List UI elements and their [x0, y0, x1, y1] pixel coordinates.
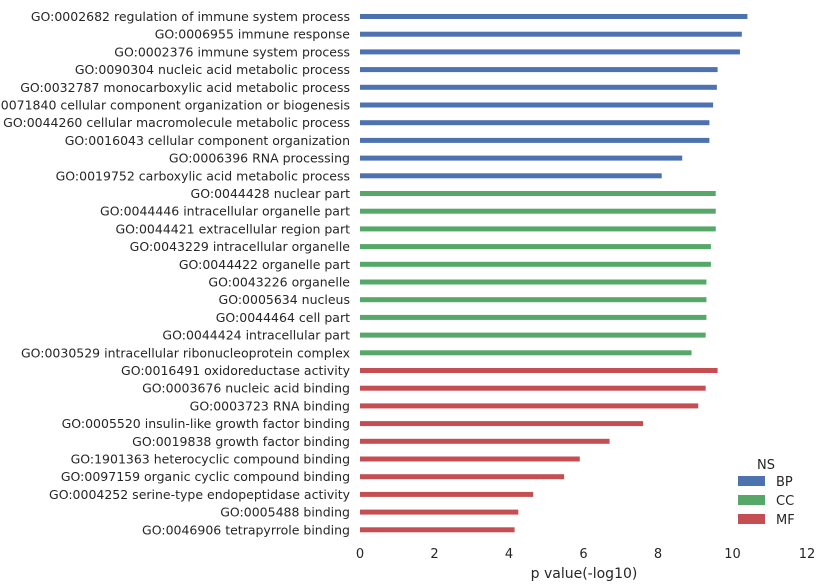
bar-bp [360, 67, 718, 73]
y-tick-label: GO:0005520 insulin-like growth factor bi… [62, 416, 350, 431]
legend-label-mf: MF [776, 513, 795, 528]
legend-swatch-mf [738, 514, 765, 524]
bar-mf [360, 474, 565, 480]
y-tick-label: GO:1901363 heterocyclic compound binding [71, 452, 350, 467]
y-tick-label: GO:0005634 nucleus [219, 292, 350, 307]
y-tick-label: GO:0044422 organelle part [179, 257, 350, 272]
x-tick-label: 4 [505, 547, 513, 562]
y-tick-label: GO:0005488 binding [220, 505, 350, 520]
bar-bp [360, 84, 717, 90]
bar-cc [360, 279, 707, 285]
bar-cc [360, 350, 692, 356]
y-tick-label: GO:0090304 nucleic acid metabolic proces… [75, 62, 350, 77]
bar-mf [360, 438, 610, 444]
y-tick-label: GO:0044464 cell part [216, 310, 350, 325]
y-tick-label: GO:0004252 serine-type endopeptidase act… [49, 487, 351, 502]
y-tick-label: GO:0003723 RNA binding [190, 398, 350, 413]
bar-bp [360, 173, 662, 179]
bar-bp [360, 49, 740, 55]
legend-swatch-cc [738, 495, 765, 505]
bars-group [360, 14, 748, 533]
bar-mf [360, 421, 644, 427]
y-tick-label: GO:0046906 tetrapyrrole binding [142, 522, 350, 537]
legend-label-bp: BP [776, 475, 793, 490]
bar-bp [360, 31, 742, 37]
y-tick-label: GO:0006396 RNA processing [169, 151, 350, 166]
y-tick-label: GO:0016491 oxidoreductase activity [121, 363, 351, 378]
legend-swatch-bp [738, 476, 765, 486]
x-tick-labels: 0 2 4 6 8 10 12 [356, 547, 815, 562]
bar-cc [360, 191, 716, 196]
y-tick-label: GO:0043229 intracellular organelle [130, 239, 351, 254]
x-axis-label: p value(-log10) [531, 566, 638, 582]
legend: NS BP CC MF [738, 458, 795, 528]
bar-bp [360, 14, 748, 19]
bar-cc [360, 261, 711, 267]
bar-bp [360, 120, 710, 126]
bar-mf [360, 456, 580, 462]
y-tick-label: GO:0006955 immune response [155, 27, 351, 42]
y-tick-label: GO:0044421 extracellular region part [115, 221, 350, 236]
x-tick-label: 12 [799, 547, 816, 562]
y-tick-label: GO:0003676 nucleic acid binding [142, 381, 350, 396]
bar-bp [360, 137, 710, 143]
y-tick-label: GO:0016043 cellular component organizati… [65, 133, 350, 148]
bar-cc [360, 244, 711, 250]
bar-mf [360, 527, 515, 533]
y-tick-label: GO:0030529 intracellular ribonucleoprote… [21, 345, 350, 360]
legend-label-cc: CC [776, 494, 794, 509]
bar-mf [360, 403, 699, 409]
bar-cc [360, 314, 707, 320]
bar-mf [360, 491, 534, 497]
y-tick-label: GO:0044446 intracellular organelle part [100, 204, 350, 219]
y-tick-label: GO:0044424 intracellular part [162, 328, 350, 343]
bar-cc [360, 332, 706, 338]
y-tick-labels: GO:0002682 regulation of immune system p… [0, 9, 351, 537]
y-tick-label: GO:0019838 growth factor binding [132, 434, 350, 449]
y-tick-label: GO:0002376 immune system process [114, 44, 350, 59]
bar-mf [360, 385, 706, 391]
bar-cc [360, 208, 716, 214]
bar-cc [360, 297, 707, 303]
y-tick-label: GO:0097159 organic cyclic compound bindi… [61, 469, 350, 484]
x-tick-label: 8 [654, 547, 662, 562]
bar-mf [360, 368, 718, 373]
bar-bp [360, 155, 683, 161]
x-tick-label: 6 [579, 547, 587, 562]
bar-bp [360, 102, 714, 108]
bar-mf [360, 509, 519, 515]
y-tick-label: GO:0032787 monocarboxylic acid metabolic… [20, 80, 350, 95]
y-tick-label: GO:0044428 nuclear part [191, 186, 351, 201]
x-tick-label: 2 [430, 547, 438, 562]
x-tick-label: 10 [724, 547, 741, 562]
y-tick-label: GO:0071840 cellular component organizati… [0, 98, 350, 113]
bar-cc [360, 226, 716, 232]
y-tick-label: GO:0044260 cellular macromolecule metabo… [3, 115, 350, 130]
y-tick-label: GO:0043226 organelle [208, 275, 350, 290]
y-tick-label: GO:0002682 regulation of immune system p… [31, 9, 350, 24]
y-tick-label: GO:0019752 carboxylic acid metabolic pro… [56, 168, 350, 183]
x-tick-label: 0 [356, 547, 364, 562]
legend-title: NS [757, 458, 775, 473]
